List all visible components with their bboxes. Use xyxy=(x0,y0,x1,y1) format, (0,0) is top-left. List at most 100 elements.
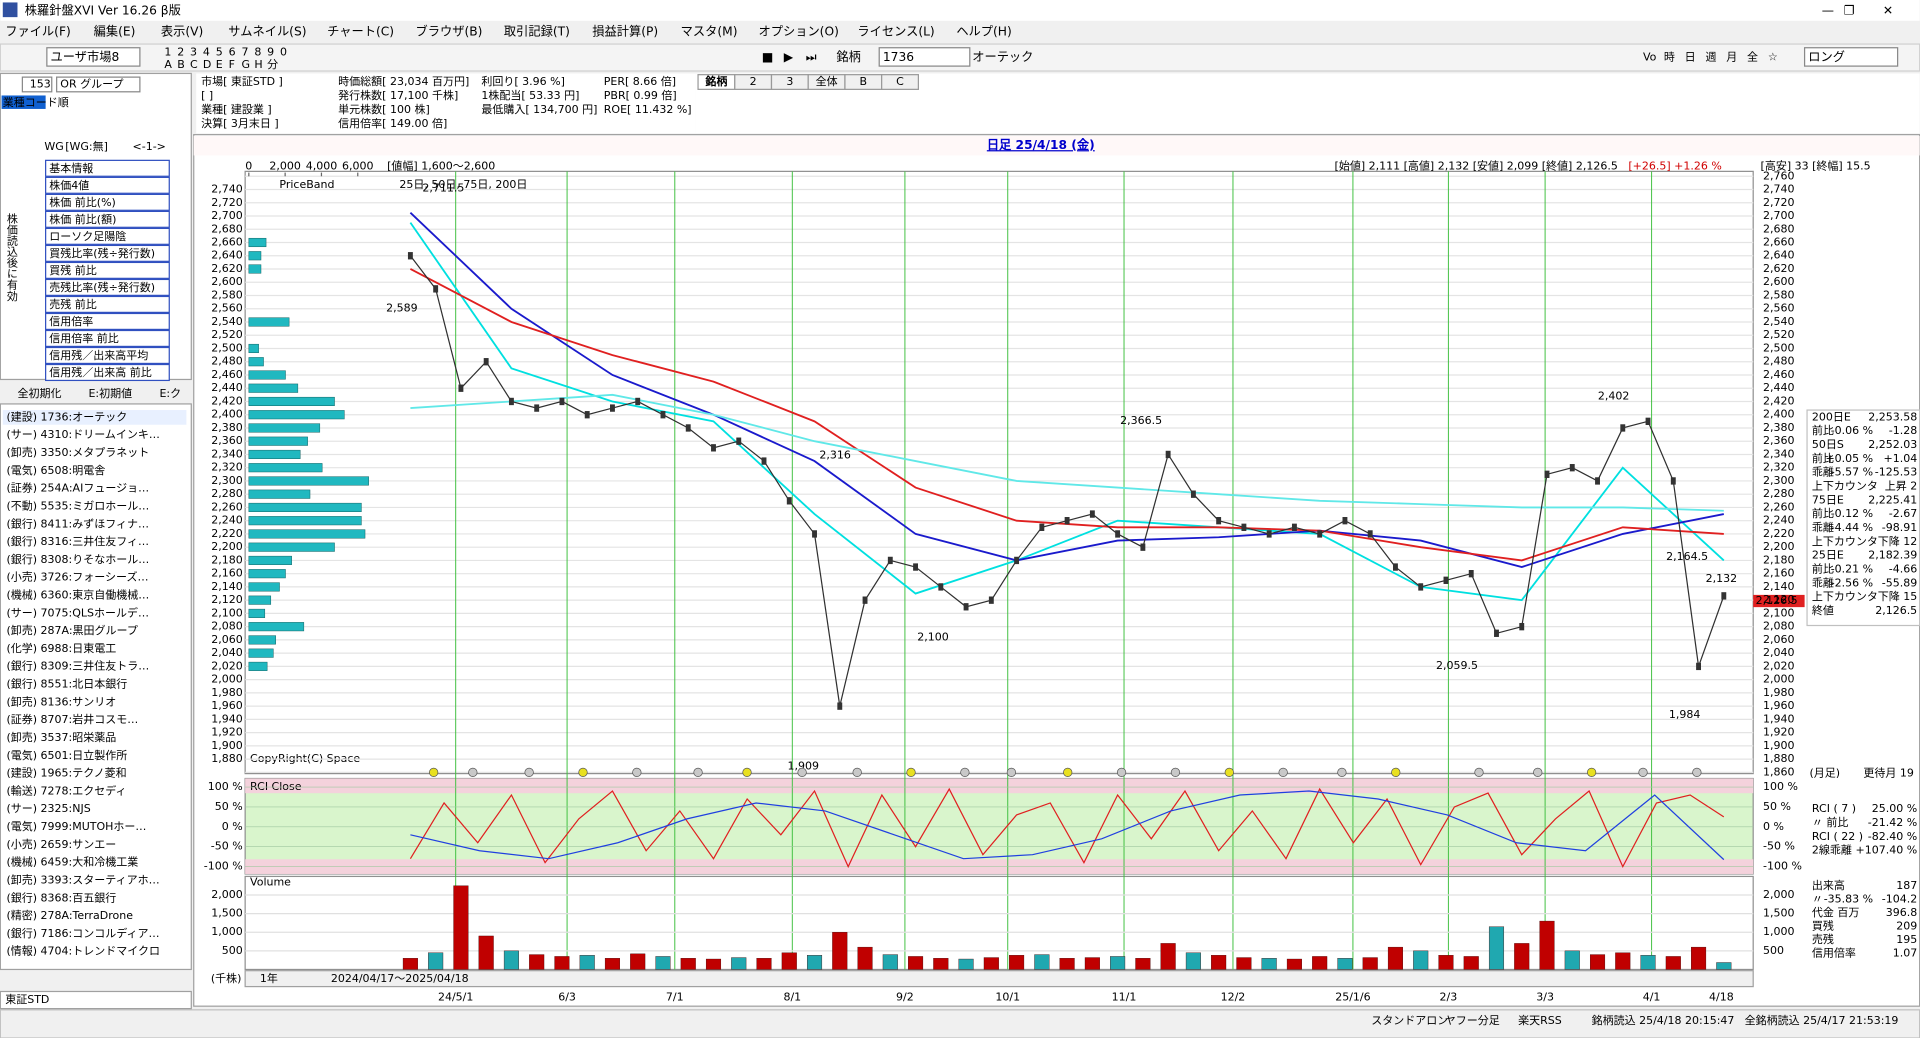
tile-key[interactable]: C xyxy=(190,58,198,71)
period-button[interactable]: ☆ xyxy=(1768,51,1778,64)
stock-item[interactable]: (不動) 5535:ミガロホール… xyxy=(6,498,149,512)
maximize[interactable]: ❐ xyxy=(1844,4,1855,18)
stock-item[interactable]: (卸売) 3393:スターティアホ… xyxy=(6,872,159,886)
period-button[interactable]: Vo xyxy=(1643,51,1657,64)
stock-item[interactable]: (卸売) 3537:昭栄薬品 xyxy=(6,730,116,744)
y-tick-label-right: 2,360 xyxy=(1763,434,1795,447)
stock-item[interactable]: (銀行) 8368:百五銀行 xyxy=(6,890,116,904)
tile-key[interactable]: 5 xyxy=(216,46,223,59)
menu-item[interactable]: ヘルプ(H) xyxy=(956,24,1011,38)
menu-item[interactable]: オプション(O) xyxy=(759,24,839,38)
tile-key[interactable]: 0 xyxy=(280,46,287,59)
period[interactable]: 1年 xyxy=(260,971,278,985)
tab[interactable] xyxy=(881,74,919,90)
tile-key[interactable]: B xyxy=(177,58,185,71)
indicator-item[interactable] xyxy=(45,227,170,245)
tile-key[interactable]: D xyxy=(203,58,211,71)
stock-item[interactable]: (銀行) 8551:北日本銀行 xyxy=(6,677,127,691)
play-control[interactable]: ■ xyxy=(762,50,774,64)
period-button[interactable]: 時 xyxy=(1664,51,1675,64)
tile-key[interactable]: 8 xyxy=(254,46,261,59)
stock-item[interactable]: (小売) 2659:サンエー xyxy=(6,838,116,851)
menu-item[interactable]: ライセンス(L) xyxy=(857,24,934,38)
tile-key[interactable]: F xyxy=(229,58,235,71)
stock-item[interactable]: (サー) 4310:ドリームインキ… xyxy=(6,428,159,441)
stock-item[interactable]: (精密) 278A:TerraDrone xyxy=(6,908,133,922)
stock-item[interactable]: (建設) 1736:オーテック xyxy=(6,410,127,423)
indicator-item[interactable] xyxy=(45,176,170,194)
stock-item[interactable]: (証券) 254A:AIフュージョ… xyxy=(6,481,149,495)
indicator-item[interactable] xyxy=(45,295,170,313)
stock-item[interactable]: (銀行) 8308:りそなホール… xyxy=(6,552,149,566)
stock-item[interactable]: (機械) 6459:大和冷機工業 xyxy=(6,855,138,869)
stock-item[interactable]: (輸送) 7278:エクセディ xyxy=(6,783,126,797)
market-select[interactable] xyxy=(46,47,141,67)
code-box[interactable] xyxy=(878,47,971,67)
stock-item[interactable]: (証券) 8707:岩井コスモ… xyxy=(6,712,138,726)
left-button[interactable]: E:初期値 xyxy=(88,387,132,400)
tile-key[interactable]: G xyxy=(241,58,250,71)
menu-item[interactable]: マスタ(M) xyxy=(681,24,738,38)
tile-key[interactable]: 6 xyxy=(229,46,236,59)
indicator-item[interactable] xyxy=(45,159,170,177)
tile-key[interactable]: A xyxy=(164,58,172,71)
tile-key[interactable]: 2 xyxy=(177,46,184,59)
menu-item[interactable]: 編集(E) xyxy=(94,23,136,38)
indicator-item[interactable] xyxy=(45,312,170,331)
count: 153 xyxy=(30,77,51,90)
stock-item[interactable]: (銀行) 8316:三井住友フィ… xyxy=(6,534,149,548)
menu-item[interactable]: 取引記録(T) xyxy=(504,24,570,38)
stock-item[interactable]: (卸売) 287A:黒田グループ xyxy=(6,623,137,637)
stock-item[interactable]: (化学) 6988:日東電工 xyxy=(6,641,116,655)
period-button[interactable]: 月 xyxy=(1726,51,1737,64)
left-button[interactable]: 全初期化 xyxy=(17,386,61,400)
indicator-item[interactable] xyxy=(45,244,170,262)
play-control[interactable]: ⏭ xyxy=(806,50,817,64)
stock-item[interactable]: (機械) 6360:東京自働機械… xyxy=(6,588,149,602)
menu-item[interactable]: 損益計算(P) xyxy=(592,23,658,38)
indicator-item[interactable] xyxy=(45,193,170,211)
play-control[interactable]: ▶ xyxy=(784,50,794,64)
menu-item[interactable]: サムネイル(S) xyxy=(228,24,306,38)
tile-key[interactable]: 9 xyxy=(267,46,274,59)
stock-item[interactable]: (電気) 6508:明電舎 xyxy=(6,463,105,477)
close[interactable]: ✕ xyxy=(1883,4,1893,18)
tile-key[interactable]: 分 xyxy=(267,58,278,71)
period-button[interactable]: 日 xyxy=(1685,51,1696,64)
menu-item[interactable]: ファイル(F) xyxy=(5,24,71,38)
nav[interactable]: <-1-> xyxy=(133,140,166,153)
menu-item[interactable]: チャート(C) xyxy=(327,24,394,38)
stock-item[interactable]: (卸売) 3350:メタプラネット xyxy=(6,445,149,459)
tile-key[interactable]: H xyxy=(254,58,262,71)
period-button[interactable]: 週 xyxy=(1705,51,1716,64)
indicator-item[interactable] xyxy=(45,278,170,296)
group-select[interactable] xyxy=(56,76,141,93)
minimize[interactable]: — xyxy=(1822,4,1834,18)
tile-key[interactable]: 7 xyxy=(241,46,248,59)
indicator-item[interactable] xyxy=(45,261,170,279)
stock-item[interactable]: (電気) 6501:日立製作所 xyxy=(6,748,127,762)
tile-key[interactable]: 4 xyxy=(203,46,210,59)
stock-item[interactable]: (卸売) 8136:サンリオ xyxy=(6,694,116,708)
stock-item[interactable]: (銀行) 8411:みずほフィナ… xyxy=(6,516,149,530)
indicator-item[interactable] xyxy=(45,210,170,228)
stock-item[interactable]: (建設) 1965:テクノ菱和 xyxy=(6,767,126,780)
menu-item[interactable]: 表示(V) xyxy=(161,24,203,38)
tile-key[interactable]: 3 xyxy=(190,46,197,59)
tile-key[interactable]: 1 xyxy=(164,46,171,59)
menu-item[interactable]: ブラウザ(B) xyxy=(416,23,483,38)
stock-item[interactable]: (サー) 2325:NJS xyxy=(6,802,90,815)
mode-select[interactable] xyxy=(1803,47,1899,67)
indicator-item[interactable] xyxy=(45,346,170,365)
period-button[interactable]: 全 xyxy=(1747,50,1758,64)
stock-item[interactable]: (小売) 3726:フォーシーズ… xyxy=(6,570,148,584)
left-button[interactable]: E:ク xyxy=(159,387,181,400)
stock-item[interactable]: (情報) 4704:トレンドマイクロ xyxy=(6,945,160,958)
stock-item[interactable]: (銀行) 7186:コンコルディア… xyxy=(6,926,159,940)
indicator-item[interactable] xyxy=(45,363,170,382)
stock-item[interactable]: (銀行) 8309:三井住友トラ… xyxy=(6,659,149,673)
stock-item[interactable]: (サー) 7075:QLSホールデ… xyxy=(6,605,149,619)
stock-item[interactable]: (電気) 7999:MUTOHホー… xyxy=(6,819,146,833)
indicator-item[interactable] xyxy=(45,329,170,348)
tile-key[interactable]: E xyxy=(216,58,223,71)
